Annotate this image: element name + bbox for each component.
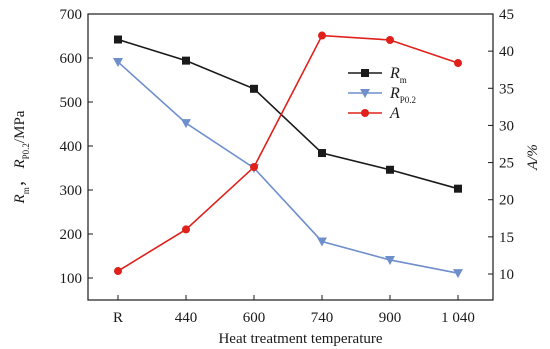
legend-label-1: RP0.2	[389, 85, 416, 105]
y-left-tick-label: 200	[60, 227, 83, 243]
legend-marker-1	[360, 89, 370, 98]
data-point-2-3	[318, 31, 326, 40]
data-point-1-3	[317, 237, 327, 247]
data-point-0-4	[386, 165, 394, 174]
data-point-2-0	[114, 267, 122, 276]
y-right-tick-label: 30	[499, 118, 514, 134]
data-point-1-5	[453, 269, 463, 279]
legend-label-0: Rm	[389, 65, 407, 85]
data-point-1-0	[113, 57, 123, 67]
y-right-tick-label: 45	[499, 7, 514, 23]
data-point-0-0	[114, 35, 122, 44]
y-left-tick-label: 300	[60, 183, 83, 199]
data-point-2-4	[386, 36, 394, 44]
data-point-2-2	[250, 163, 258, 172]
data-point-2-5	[454, 59, 462, 68]
y-left-tick-label: 700	[60, 7, 83, 23]
legend-label-2: A	[389, 105, 400, 122]
plot-frame	[87, 13, 494, 301]
x-tick-label: 740	[311, 310, 334, 326]
data-point-0-1	[182, 56, 190, 65]
data-point-1-4	[385, 255, 395, 265]
x-axis-title: Heat treatment temperature	[218, 331, 382, 347]
y-left-axis-title: Rm， RP0.2/MPa	[12, 110, 31, 204]
series-line-0	[117, 38, 459, 190]
x-tick-label: 600	[243, 310, 266, 326]
legend-marker-0	[361, 69, 369, 77]
series-line-2	[117, 34, 459, 272]
y-left-tick-label: 600	[60, 51, 83, 67]
y-left-tick-label: 500	[60, 95, 83, 111]
data-point-0-3	[318, 149, 326, 158]
data-point-0-5	[454, 184, 462, 193]
legend-marker-2	[361, 109, 369, 117]
x-tick-label: R	[113, 310, 123, 326]
y-right-tick-label: 15	[499, 230, 514, 246]
x-tick-label: 440	[175, 310, 198, 326]
y-right-tick-label: 35	[499, 81, 514, 97]
y-right-tick-label: 20	[499, 193, 514, 209]
data-point-0-2	[250, 84, 258, 93]
y-right-tick-label: 40	[499, 44, 514, 60]
y-left-tick-label: 400	[60, 139, 83, 155]
x-tick-label: 900	[379, 310, 402, 326]
data-point-2-1	[182, 225, 190, 234]
y-right-tick-label: 25	[499, 156, 514, 172]
data-point-1-1	[181, 119, 191, 129]
y-right-tick-label: 10	[499, 267, 514, 283]
y-left-tick-label: 100	[60, 271, 83, 287]
x-tick-label: 1 040	[441, 310, 475, 326]
series-line-1	[117, 61, 459, 274]
y-right-axis-title: A/%	[525, 144, 541, 171]
